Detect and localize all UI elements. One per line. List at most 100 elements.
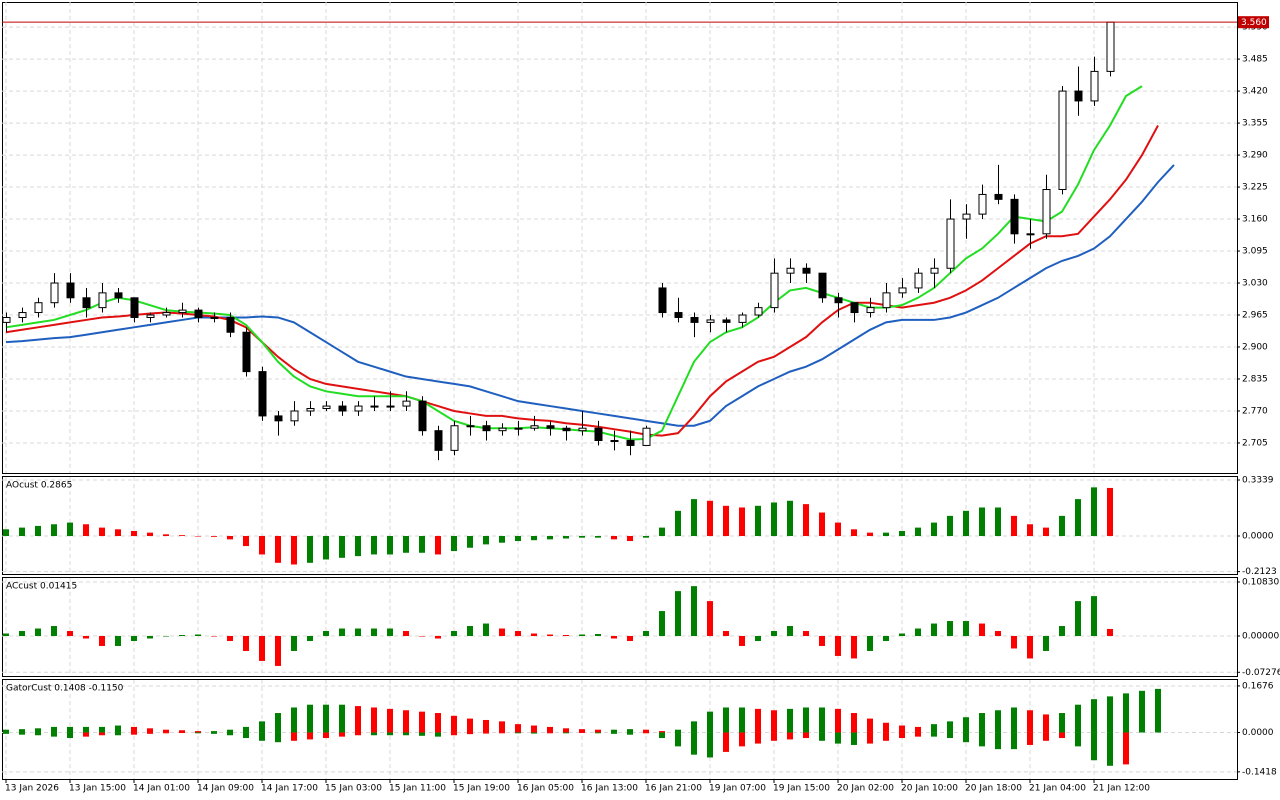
gator-bar — [659, 731, 665, 733]
gator-bar — [387, 708, 393, 733]
y-tick-label: 3.030 — [1242, 279, 1268, 289]
candle-body — [466, 425, 475, 428]
histogram-bar — [1075, 601, 1081, 637]
gator-bar — [163, 732, 169, 734]
candle-body — [66, 282, 75, 299]
histogram-bar — [723, 631, 729, 637]
candle-body — [226, 316, 235, 333]
gator-bar — [579, 729, 585, 733]
gator-bar — [963, 717, 969, 733]
x-tick-label: 15 Jan 11:00 — [389, 784, 446, 794]
candle-body — [482, 425, 491, 432]
gator-bar — [1043, 714, 1049, 733]
histogram-bar — [403, 535, 409, 553]
alligator-line — [5, 85, 1143, 441]
histogram-bar — [499, 628, 505, 637]
histogram-bar — [675, 510, 681, 536]
gator-bar — [67, 726, 73, 733]
candle-body — [354, 405, 363, 412]
candle-body — [18, 312, 27, 318]
gator-bar — [323, 732, 329, 739]
y-tick-label: 0.10830 — [1242, 577, 1279, 587]
histogram-bar — [627, 535, 633, 542]
gator-bar — [675, 732, 681, 747]
candle-body — [114, 292, 123, 299]
gator-bar — [787, 708, 793, 733]
histogram-bar — [131, 530, 137, 536]
gator-bar — [515, 732, 521, 734]
histogram-bar — [611, 535, 617, 540]
ac-panel-frame — [2, 577, 1238, 677]
candle-body — [978, 193, 987, 215]
gator-bar — [691, 721, 697, 733]
gator-bar — [1011, 732, 1017, 750]
histogram-bar — [611, 636, 617, 639]
gator-bar — [787, 732, 793, 740]
candle-body — [450, 425, 459, 451]
y-tick-label: 0.00000 — [1242, 632, 1279, 642]
gator-bar — [115, 732, 121, 736]
histogram-bar — [435, 636, 441, 639]
gator-bar — [1059, 713, 1065, 733]
gator-bar — [691, 732, 697, 755]
candle-body — [626, 440, 635, 446]
candle-body — [610, 440, 619, 443]
candle-body — [322, 405, 331, 410]
histogram-bar — [227, 535, 233, 540]
histogram-bar — [147, 532, 153, 536]
gator-bar — [547, 732, 553, 734]
histogram-bar — [275, 535, 281, 563]
x-tick-label: 15 Jan 19:00 — [453, 784, 510, 794]
gator-bar — [819, 707, 825, 733]
histogram-bar — [691, 586, 697, 637]
gator-bar — [1107, 696, 1113, 733]
histogram-bar — [627, 636, 633, 641]
gator-bar — [147, 728, 153, 733]
histogram-bar — [643, 535, 649, 538]
gator-bar — [147, 732, 153, 734]
y-tick-label: -0.1418 — [1242, 767, 1277, 777]
gator-bar — [915, 732, 921, 737]
histogram-bar — [1107, 487, 1113, 536]
candle-body — [738, 314, 747, 323]
histogram-bar — [51, 524, 57, 536]
histogram-bar — [659, 611, 665, 637]
histogram-bar — [851, 529, 857, 536]
candle-body — [722, 319, 731, 323]
gator-bar — [931, 724, 937, 733]
candle-body — [546, 425, 555, 429]
histogram-bar — [291, 535, 297, 565]
gator-bar — [131, 732, 137, 735]
gator-bar — [851, 732, 857, 745]
candle-body — [178, 309, 187, 314]
x-tick-label: 21 Jan 04:00 — [1029, 784, 1086, 794]
y-tick-label: 3.225 — [1242, 183, 1268, 193]
candle-body — [402, 400, 411, 407]
y-tick-label: 2.965 — [1242, 311, 1268, 321]
candle-body — [514, 427, 523, 430]
gator-bar — [419, 732, 425, 736]
histogram-bar — [387, 628, 393, 637]
histogram-bar — [931, 522, 937, 536]
x-tick-label: 16 Jan 13:00 — [581, 784, 638, 794]
candle-body — [82, 297, 91, 309]
gator-bar — [947, 732, 953, 739]
candle-body — [1090, 70, 1099, 102]
histogram-bar — [547, 535, 553, 540]
histogram-bar — [851, 636, 857, 659]
gator-bar — [595, 729, 601, 733]
histogram-bar — [739, 636, 745, 646]
histogram-bar — [995, 507, 1001, 536]
y-tick-label: 2.705 — [1242, 438, 1268, 448]
histogram-bar — [195, 535, 201, 537]
candle-body — [242, 331, 251, 373]
candle-body — [754, 307, 763, 316]
gator-bar — [195, 731, 201, 733]
histogram-bar — [339, 535, 345, 558]
histogram-bar — [355, 628, 361, 637]
gator-bar — [1059, 732, 1065, 739]
gator-bar — [995, 710, 1001, 733]
x-tick-label: 15 Jan 03:00 — [325, 784, 382, 794]
histogram-bar — [819, 512, 825, 536]
histogram-bar — [467, 626, 473, 637]
